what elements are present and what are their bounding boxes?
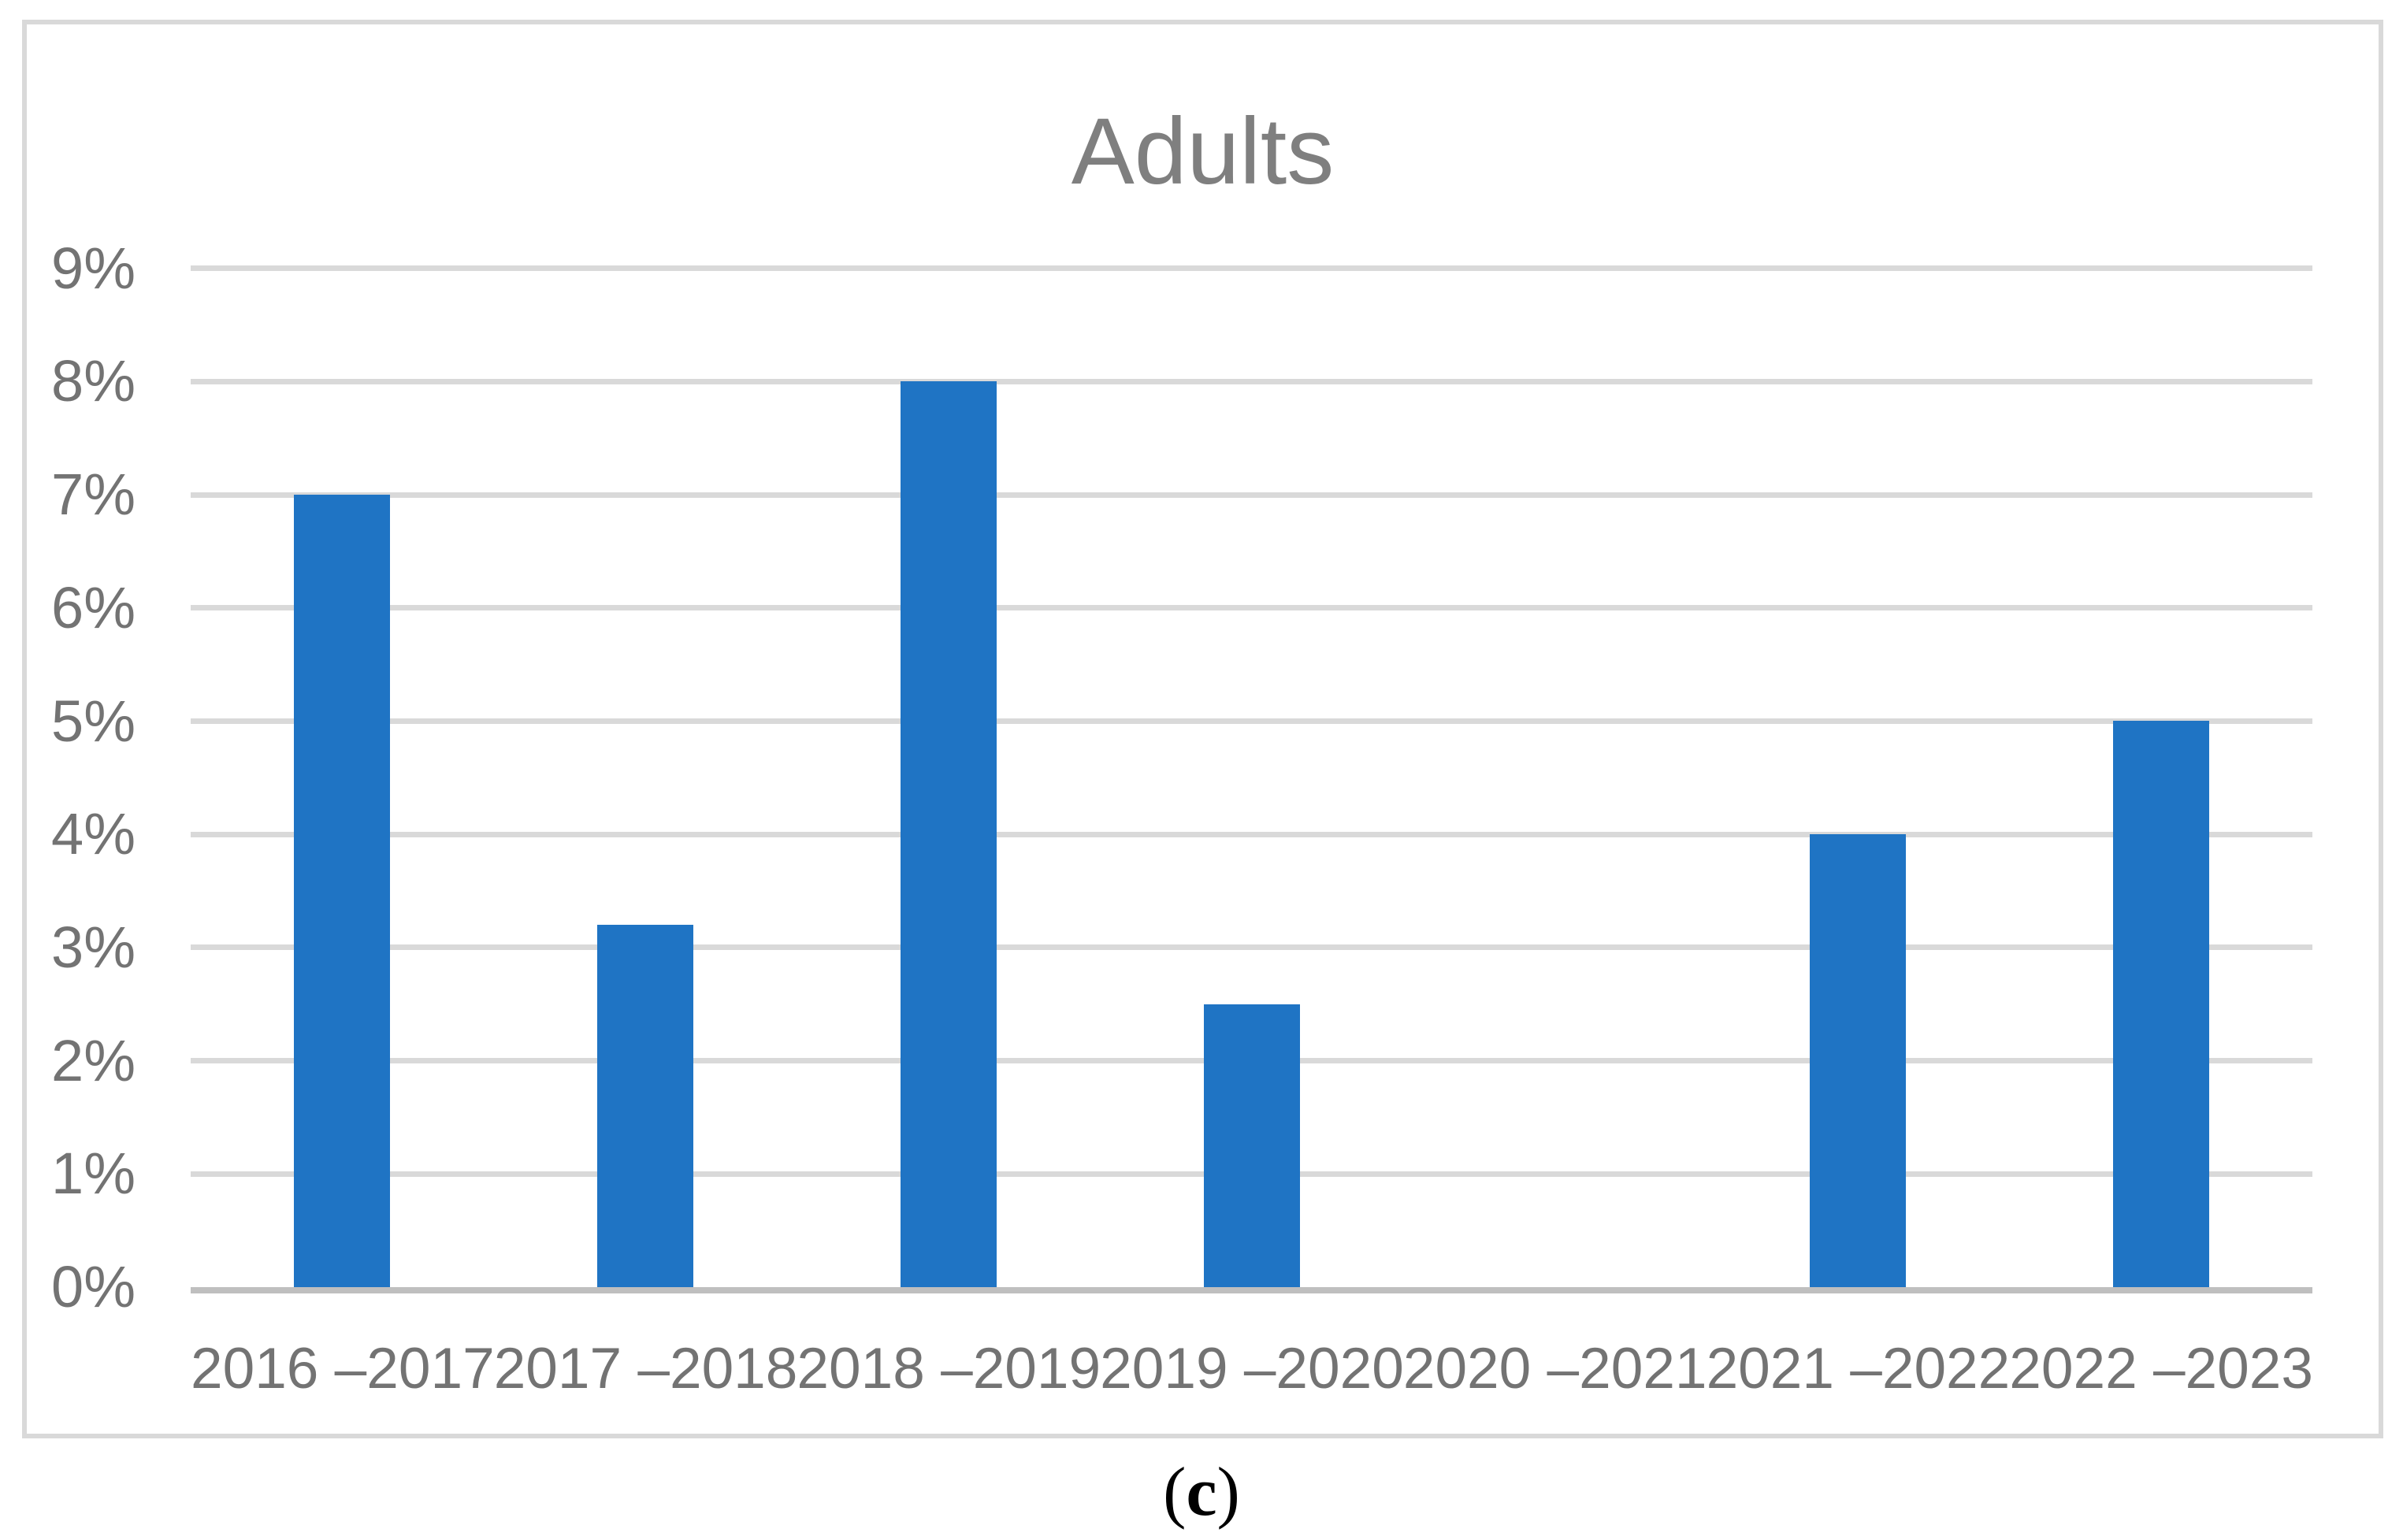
gridline [191, 718, 2312, 724]
gridline [191, 265, 2312, 272]
gridline [191, 944, 2312, 951]
y-axis-tick-label: 5% [51, 688, 136, 754]
y-axis-tick-label: 4% [51, 801, 136, 867]
bar [1203, 1004, 1300, 1287]
x-axis-category-label: 2022 –2023 [2009, 1337, 2313, 1401]
gridline [191, 831, 2312, 837]
gridline [191, 605, 2312, 611]
y-axis-tick-label: 1% [51, 1141, 136, 1207]
gridline [191, 492, 2312, 498]
x-axis-category-label: 2017 –2018 [493, 1337, 798, 1401]
bar [294, 495, 391, 1287]
y-axis-tick-label: 0% [51, 1254, 136, 1319]
chart-title: Adults [1071, 98, 1335, 204]
caption-letter: c [1186, 1454, 1217, 1531]
x-axis-category-label: 2016 –2017 [191, 1337, 495, 1401]
x-axis-line [191, 1287, 2312, 1293]
y-axis-tick-label: 2% [51, 1027, 136, 1093]
bar [597, 925, 694, 1287]
caption-close-paren: ) [1216, 1454, 1240, 1531]
y-axis-tick-label: 7% [51, 462, 136, 528]
bar [1809, 834, 1906, 1287]
y-axis-tick-label: 6% [51, 574, 136, 640]
bar [900, 381, 997, 1287]
gridline [191, 378, 2312, 384]
x-axis-category-label: 2020 –2021 [1402, 1337, 1707, 1401]
x-axis-category-label: 2019 –2020 [1100, 1337, 1404, 1401]
chart-frame: Adults 0% 1% 2% 3% 4% 5% 6% 7% 8% 9% 2016 –2017 201… [22, 20, 2383, 1438]
y-axis-tick-label: 8% [51, 348, 136, 414]
x-axis-category-label: 2021 –2022 [1706, 1337, 2011, 1401]
x-axis-category-label: 2018 –2019 [797, 1337, 1101, 1401]
figure-caption: (c) [0, 1449, 2403, 1536]
y-axis-tick-label: 3% [51, 914, 136, 980]
bar [2112, 721, 2209, 1287]
y-axis-tick-label: 9% [51, 235, 136, 301]
caption-open-paren: ( [1163, 1454, 1187, 1531]
